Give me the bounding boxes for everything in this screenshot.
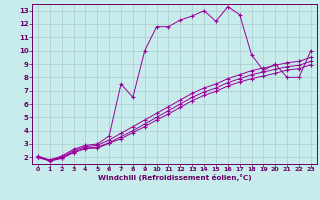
X-axis label: Windchill (Refroidissement éolien,°C): Windchill (Refroidissement éolien,°C): [98, 174, 251, 181]
